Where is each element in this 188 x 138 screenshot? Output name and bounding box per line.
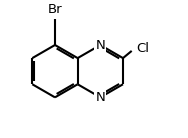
Text: Br: Br [48,3,62,16]
Text: Cl: Cl [136,42,149,55]
Text: N: N [96,91,105,104]
Text: N: N [96,39,105,51]
